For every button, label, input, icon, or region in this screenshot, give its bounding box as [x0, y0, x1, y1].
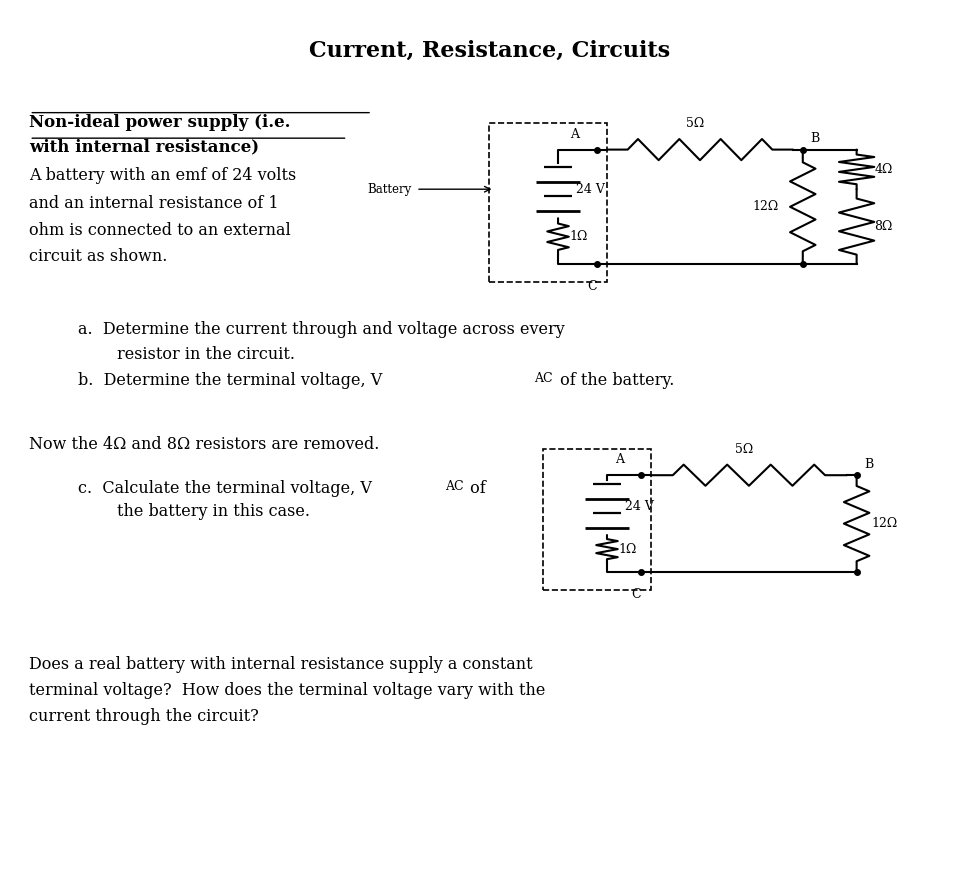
Text: c.  Calculate the terminal voltage, V: c. Calculate the terminal voltage, V: [78, 480, 372, 496]
Text: Battery: Battery: [367, 183, 411, 195]
Text: resistor in the circuit.: resistor in the circuit.: [117, 346, 295, 363]
Text: 8Ω: 8Ω: [873, 220, 892, 233]
Text: 1Ω: 1Ω: [569, 231, 588, 243]
Text: the battery in this case.: the battery in this case.: [117, 503, 310, 520]
Text: Now the 4Ω and 8Ω resistors are removed.: Now the 4Ω and 8Ω resistors are removed.: [29, 436, 379, 452]
Text: 24 V: 24 V: [575, 183, 603, 195]
Text: and an internal resistance of 1: and an internal resistance of 1: [29, 195, 279, 212]
Text: terminal voltage?  How does the terminal voltage vary with the: terminal voltage? How does the terminal …: [29, 682, 545, 699]
Text: 12Ω: 12Ω: [751, 201, 778, 213]
Text: 5Ω: 5Ω: [734, 443, 752, 456]
Text: current through the circuit?: current through the circuit?: [29, 708, 259, 725]
Text: Non-ideal power supply (i.e.
with internal resistance): Non-ideal power supply (i.e. with intern…: [29, 114, 290, 155]
Text: A battery with an emf of 24 volts: A battery with an emf of 24 volts: [29, 167, 296, 184]
Text: AC: AC: [534, 372, 553, 385]
Text: 12Ω: 12Ω: [870, 517, 897, 530]
Text: Does a real battery with internal resistance supply a constant: Does a real battery with internal resist…: [29, 656, 532, 672]
Text: of the battery.: of the battery.: [555, 372, 674, 389]
Text: A: A: [570, 128, 579, 141]
Text: of: of: [465, 480, 485, 496]
Text: A: A: [614, 453, 623, 466]
Text: C: C: [631, 588, 641, 601]
Text: Current, Resistance, Circuits: Current, Resistance, Circuits: [309, 40, 669, 62]
Text: circuit as shown.: circuit as shown.: [29, 248, 167, 265]
Text: 4Ω: 4Ω: [873, 163, 892, 176]
Text: 5Ω: 5Ω: [686, 117, 703, 130]
Text: B: B: [864, 458, 872, 471]
Text: ohm is connected to an external: ohm is connected to an external: [29, 222, 290, 238]
Text: 24 V: 24 V: [624, 500, 652, 512]
Text: C: C: [587, 280, 597, 293]
Text: AC: AC: [445, 480, 464, 493]
Text: B: B: [810, 132, 819, 145]
Text: 1Ω: 1Ω: [618, 543, 637, 555]
Text: a.  Determine the current through and voltage across every: a. Determine the current through and vol…: [78, 321, 564, 338]
Text: b.  Determine the terminal voltage, V: b. Determine the terminal voltage, V: [78, 372, 382, 389]
